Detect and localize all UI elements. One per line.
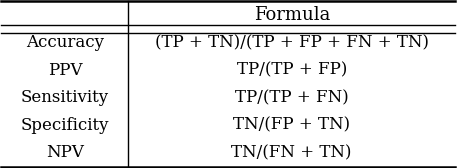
- Text: (TP + TN)/(TP + FP + FN + TN): (TP + TN)/(TP + FP + FN + TN): [154, 34, 428, 51]
- Text: Sensitivity: Sensitivity: [21, 89, 109, 106]
- Text: TN/(FP + TN): TN/(FP + TN): [233, 117, 350, 134]
- Text: TP/(TP + FP): TP/(TP + FP): [236, 62, 346, 79]
- Text: Formula: Formula: [253, 6, 329, 24]
- Text: Specificity: Specificity: [21, 117, 109, 134]
- Text: Accuracy: Accuracy: [26, 34, 104, 51]
- Text: TN/(FN + TN): TN/(FN + TN): [231, 144, 351, 161]
- Text: NPV: NPV: [46, 144, 84, 161]
- Text: TP/(TP + FN): TP/(TP + FN): [234, 89, 348, 106]
- Text: PPV: PPV: [48, 62, 82, 79]
